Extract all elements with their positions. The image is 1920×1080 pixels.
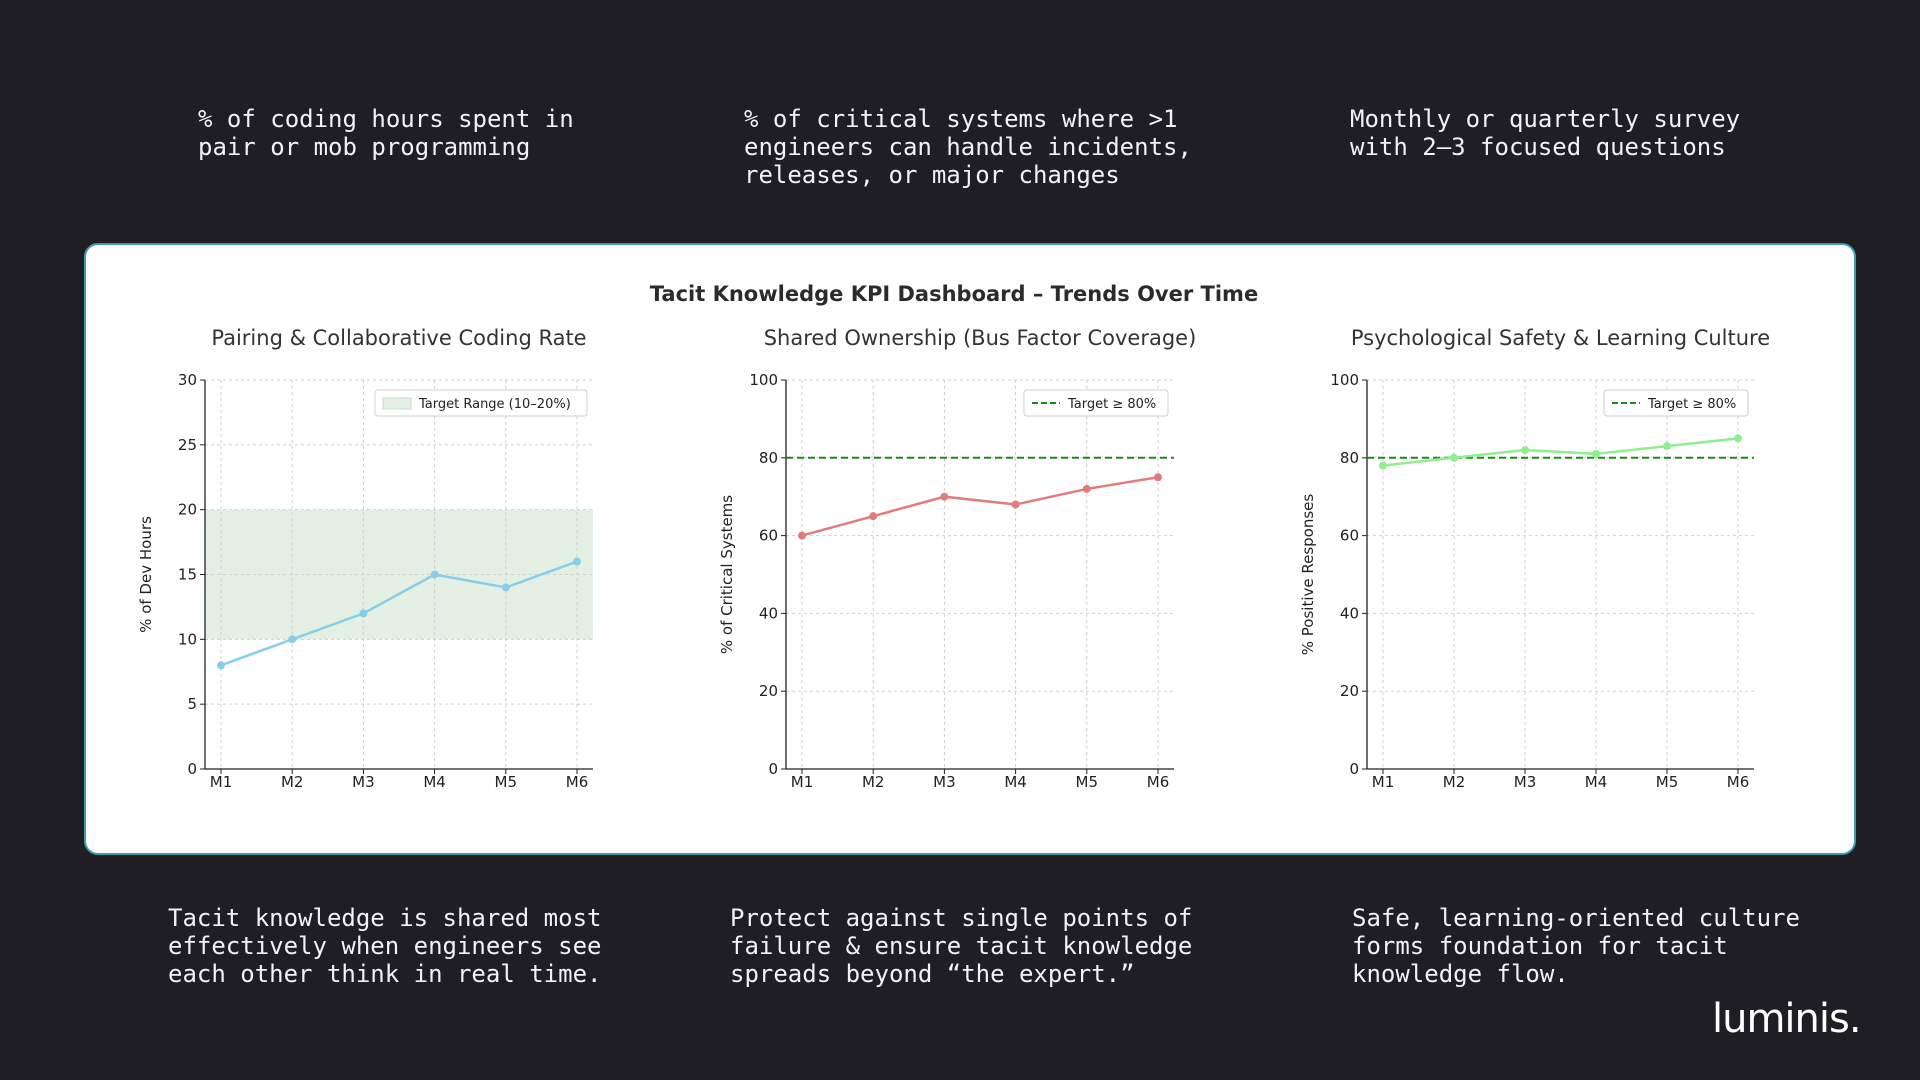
chart2-y-tick-label-4: 80 xyxy=(759,449,778,467)
chart2-x-tick-label-1: M2 xyxy=(862,773,885,791)
chart3-y-tick-label-2: 40 xyxy=(1340,604,1359,622)
chart2-y-tick-label-5: 100 xyxy=(749,371,778,389)
chart2-legend-label: Target ≥ 80% xyxy=(1067,397,1156,412)
chart2-y-tick-label-1: 20 xyxy=(759,682,778,700)
chart3-point-5 xyxy=(1734,434,1742,443)
chart2-x-tick-label-2: M3 xyxy=(933,773,956,791)
chart1-y-tick-label-1: 5 xyxy=(187,695,197,713)
bottom-note-pairing: Tacit knowledge is shared most effective… xyxy=(168,904,602,988)
dashboard-title: Tacit Knowledge KPI Dashboard – Trends O… xyxy=(650,282,1258,306)
chart3-y-tick-label-4: 80 xyxy=(1340,449,1359,467)
chart2-x-tick-label-4: M5 xyxy=(1076,773,1099,791)
chart3-y-tick-label-1: 20 xyxy=(1340,682,1359,700)
chart1-y-tick-label-4: 20 xyxy=(178,501,197,519)
chart3-x-tick-label-1: M2 xyxy=(1443,773,1466,791)
luminis-logo: luminis. xyxy=(1712,996,1862,1042)
chart2-title: Shared Ownership (Bus Factor Coverage) xyxy=(764,326,1197,350)
chart2-x-tick-label-5: M6 xyxy=(1147,773,1170,791)
chart2-point-0 xyxy=(798,531,806,540)
chart1-legend-box xyxy=(374,389,588,417)
chart2-y-tick-label-2: 40 xyxy=(759,604,778,622)
top-note-pairing: % of coding hours spent in pair or mob p… xyxy=(198,105,574,161)
chart1-x-tick-label-0: M1 xyxy=(210,773,233,791)
chart2-point-5 xyxy=(1154,473,1162,482)
chart1-point-2 xyxy=(359,609,368,618)
chart1-point-1 xyxy=(288,635,297,644)
chart1-x-tick-label-5: M6 xyxy=(566,773,589,791)
chart1-point-5 xyxy=(573,557,581,566)
chart2-legend-box xyxy=(1023,389,1169,417)
dashboard-svg: Tacit Knowledge KPI Dashboard – Trends O… xyxy=(137,282,1770,791)
chart1-title: Pairing & Collaborative Coding Rate xyxy=(211,326,586,350)
dashboard-card: Tacit Knowledge KPI Dashboard – Trends O… xyxy=(84,243,1856,855)
chart1-x-tick-label-3: M4 xyxy=(423,773,446,791)
chart1-x-tick-label-1: M2 xyxy=(281,773,304,791)
chart3-y-tick-label-0: 0 xyxy=(1349,760,1359,778)
chart3-legend-box xyxy=(1603,389,1749,417)
chart3-point-3 xyxy=(1592,449,1600,458)
chart2-x-tick-label-0: M1 xyxy=(791,773,814,791)
bottom-note-safety: Safe, learning-oriented culture forms fo… xyxy=(1352,904,1800,988)
chart3-title: Psychological Safety & Learning Culture xyxy=(1351,326,1770,350)
chart3-point-4 xyxy=(1663,442,1671,451)
chart2-y-tick-label-0: 0 xyxy=(768,760,778,778)
chart1-x-tick-label-4: M5 xyxy=(495,773,518,791)
chart3-x-tick-label-2: M3 xyxy=(1514,773,1537,791)
chart3-x-tick-label-5: M6 xyxy=(1727,773,1750,791)
chart1-legend-label: Target Range (10–20%) xyxy=(418,397,571,412)
chart1-y-tick-label-3: 15 xyxy=(178,566,197,584)
chart3-x-tick-label-3: M4 xyxy=(1585,773,1608,791)
chart2-point-1 xyxy=(869,512,878,521)
chart1-legend-swatch xyxy=(382,397,412,410)
chart2-y-axis-label: % of Critical Systems xyxy=(718,495,736,654)
chart3-x-tick-label-0: M1 xyxy=(1372,773,1395,791)
chart1-y-axis-label: % of Dev Hours xyxy=(137,516,155,633)
chart1-y-tick-label-2: 10 xyxy=(178,630,197,648)
chart1-x-tick-label-2: M3 xyxy=(352,773,375,791)
bottom-note-ownership: Protect against single points of failure… xyxy=(730,904,1193,988)
top-note-ownership: % of critical systems where >1 engineers… xyxy=(744,105,1192,189)
chart1-point-0 xyxy=(217,661,225,670)
chart1-point-4 xyxy=(501,583,510,592)
chart2-point-2 xyxy=(940,492,949,501)
chart3-x-tick-label-4: M5 xyxy=(1656,773,1679,791)
chart2-series-line-0 xyxy=(801,476,1159,537)
chart3-y-axis-label: % Positive Responses xyxy=(1299,494,1317,656)
chart1-series-line-0 xyxy=(220,560,578,667)
chart3-series-line-0 xyxy=(1382,437,1739,467)
chart3-point-0 xyxy=(1379,461,1387,470)
top-note-safety: Monthly or quarterly survey with 2–3 foc… xyxy=(1350,105,1741,161)
chart1-y-tick-label-6: 30 xyxy=(178,371,197,389)
chart2-y-tick-label-3: 60 xyxy=(759,527,778,545)
chart1-point-3 xyxy=(430,570,439,579)
chart1-y-tick-label-5: 25 xyxy=(178,436,197,454)
chart2-x-tick-label-3: M4 xyxy=(1004,773,1027,791)
chart3-point-1 xyxy=(1450,453,1458,462)
chart2-point-4 xyxy=(1082,484,1091,493)
chart1-y-tick-label-0: 0 xyxy=(187,760,197,778)
chart3-legend-label: Target ≥ 80% xyxy=(1647,397,1736,412)
chart2-point-3 xyxy=(1011,500,1020,509)
chart3-point-2 xyxy=(1521,446,1529,455)
chart3-y-tick-label-5: 100 xyxy=(1330,371,1359,389)
chart3-y-tick-label-3: 60 xyxy=(1340,527,1359,545)
